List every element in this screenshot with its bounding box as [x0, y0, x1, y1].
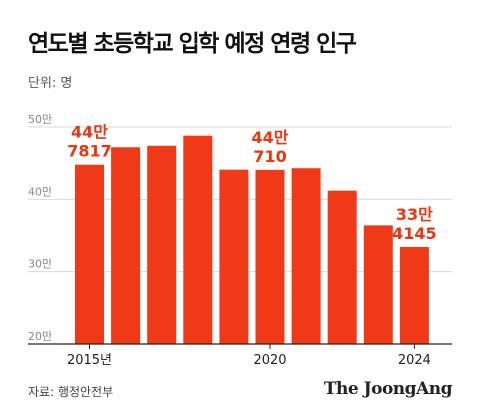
x-tick-label: 2020 — [253, 353, 286, 368]
data-label-line1: 44만 — [252, 128, 289, 147]
bar — [219, 169, 249, 344]
bar — [255, 169, 285, 344]
bar — [147, 145, 177, 344]
brand-logo: The JoongAng — [323, 379, 453, 399]
bars — [75, 135, 429, 344]
data-label-line2: 7817 — [67, 142, 112, 161]
y-tick-label: 50만 — [28, 113, 52, 126]
data-label-line1: 33만 — [396, 205, 433, 224]
x-tick-label: 2015년 — [67, 353, 112, 368]
bar — [399, 246, 429, 344]
source-note: 자료: 행정안전부 — [28, 385, 114, 399]
data-label-line1: 44만 — [71, 123, 108, 142]
data-label-line2: 4145 — [392, 224, 437, 243]
y-tick-label: 30만 — [28, 258, 52, 271]
bar — [75, 164, 104, 344]
bar — [111, 147, 141, 344]
bar — [183, 135, 213, 344]
y-tick-label: 20만 — [28, 330, 52, 343]
chart-title: 연도별 초등학교 입학 예정 연령 인구 — [28, 31, 357, 57]
data-label-line2: 710 — [253, 147, 286, 166]
y-tick-label: 40만 — [28, 185, 52, 198]
axes: 20만 30만 40만 50만 2015년 2020 2024 — [28, 113, 452, 368]
unit-label: 단위: 명 — [28, 76, 73, 91]
bar — [363, 225, 393, 344]
x-tick-label: 2024 — [398, 353, 431, 368]
bar — [327, 190, 357, 344]
bar — [291, 168, 321, 344]
